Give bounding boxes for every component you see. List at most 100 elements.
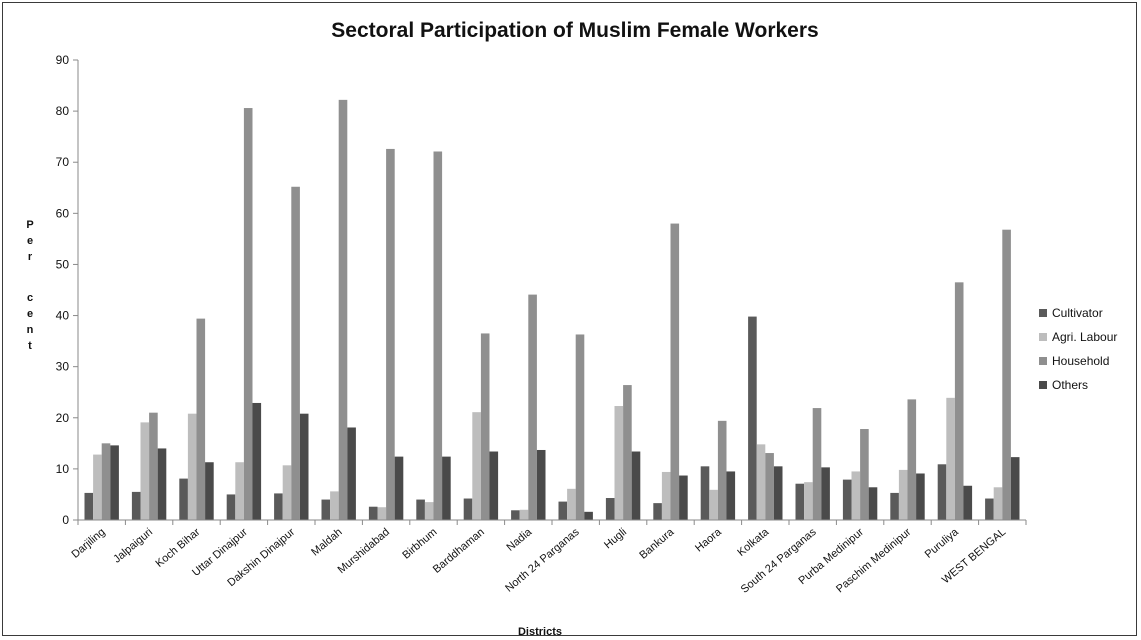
legend-label: Agri. Labour xyxy=(1052,330,1117,344)
bar-cultivator xyxy=(368,506,378,520)
bar-agri-labour xyxy=(946,397,955,520)
y-axis-title-letter: e xyxy=(27,308,33,320)
bar-cultivator xyxy=(937,464,947,520)
x-tick-label: Bankura xyxy=(637,526,677,562)
bar-others xyxy=(584,511,593,520)
bar-household xyxy=(765,453,774,520)
bar-others xyxy=(821,467,830,520)
bar-others xyxy=(110,445,119,520)
legend: Cultivator Agri. Labour Household Others xyxy=(1039,306,1117,392)
bar-agri-labour xyxy=(235,462,244,520)
bar-others xyxy=(726,471,736,520)
legend-swatch xyxy=(1039,333,1047,341)
bar-others xyxy=(631,451,641,520)
bar-agri-labour xyxy=(614,406,624,520)
bar-others xyxy=(252,402,262,520)
bar-agri-labour xyxy=(140,422,150,520)
bar-others xyxy=(489,451,499,520)
bar-cultivator xyxy=(274,493,283,520)
bar-cultivator xyxy=(605,498,615,520)
bars xyxy=(84,99,1020,521)
y-tick-label: 30 xyxy=(56,360,70,374)
chart-title: Sectoral Participation of Muslim Female … xyxy=(331,19,818,42)
legend-label: Others xyxy=(1052,378,1088,392)
bar-others xyxy=(679,475,688,520)
bar-agri-labour xyxy=(472,412,481,520)
bar-cultivator xyxy=(226,494,236,520)
bar-cultivator xyxy=(84,492,94,520)
bar-household xyxy=(433,151,443,521)
y-axis: 0 10 20 30 40 50 60 70 80 90 xyxy=(56,53,79,527)
bar-agri-labour xyxy=(519,509,529,520)
bar-household xyxy=(528,294,537,520)
bar-agri-labour xyxy=(567,488,576,520)
x-tick-label: Puruliya xyxy=(923,526,962,561)
bar-cultivator xyxy=(416,499,425,520)
bar-cultivator xyxy=(321,499,331,520)
bar-household xyxy=(860,429,869,520)
bar-agri-labour xyxy=(424,502,434,520)
bar-household xyxy=(954,282,964,520)
y-axis-title-letter: P xyxy=(26,219,33,231)
bar-household xyxy=(480,333,490,520)
bar-others xyxy=(536,449,546,520)
x-tick-label: Koch Bihar xyxy=(153,526,202,570)
bar-household xyxy=(101,443,111,520)
y-tick-label: 70 xyxy=(56,155,70,169)
legend-swatch xyxy=(1039,309,1047,317)
bar-cultivator xyxy=(131,491,141,520)
bar-cultivator xyxy=(748,316,757,520)
y-axis-title-letter: t xyxy=(28,340,32,352)
y-tick-label: 40 xyxy=(56,309,70,323)
bar-cultivator xyxy=(179,478,188,520)
x-tick-label: Jalpaiguri xyxy=(111,526,155,565)
bar-others xyxy=(347,427,356,520)
bar-agri-labour xyxy=(330,491,339,520)
bar-household xyxy=(196,318,206,520)
x-tick-label: Darjiling xyxy=(69,526,107,561)
bar-household xyxy=(717,420,727,520)
x-tick-label: Maldah xyxy=(309,526,344,558)
bar-household xyxy=(291,186,300,520)
bar-household xyxy=(243,108,253,520)
bar-agri-labour xyxy=(709,489,718,520)
bar-others xyxy=(299,413,309,520)
bar-cultivator xyxy=(653,503,662,520)
x-tick-label: Kolkata xyxy=(735,526,771,559)
bar-others xyxy=(205,462,214,520)
bar-agri-labour xyxy=(804,482,813,520)
x-tick-label: Barddhaman xyxy=(431,526,487,576)
bar-others xyxy=(1010,457,1020,520)
bar-agri-labour xyxy=(756,444,766,520)
y-axis-title-letter: n xyxy=(27,324,34,336)
bar-household xyxy=(670,223,680,520)
bar-household xyxy=(338,99,348,521)
bar-agri-labour xyxy=(993,487,1003,520)
y-tick-label: 10 xyxy=(56,462,70,476)
bar-cultivator xyxy=(890,492,899,520)
y-tick-label: 80 xyxy=(56,104,70,118)
bar-others xyxy=(916,473,925,520)
bar-cultivator xyxy=(842,479,852,520)
bar-household xyxy=(1002,229,1011,520)
bar-agri-labour xyxy=(93,454,102,520)
y-tick-label: 20 xyxy=(56,411,70,425)
bar-others xyxy=(963,485,973,520)
y-tick-label: 60 xyxy=(56,206,70,220)
y-axis-title-letter: e xyxy=(27,235,33,247)
legend-swatch xyxy=(1039,357,1047,365)
bar-agri-labour xyxy=(851,471,861,520)
x-tick-label: Birbhum xyxy=(400,526,439,562)
bar-household xyxy=(386,148,395,520)
x-axis-title: Districts xyxy=(518,626,562,638)
x-tick-label: Hugli xyxy=(602,526,629,551)
bar-household xyxy=(907,399,917,520)
y-axis-title-letter: r xyxy=(28,251,33,263)
bar-others xyxy=(868,487,878,520)
bar-cultivator xyxy=(511,510,520,520)
bar-others xyxy=(773,466,783,520)
legend-swatch xyxy=(1039,381,1047,389)
bar-household xyxy=(623,385,632,520)
y-tick-label: 90 xyxy=(56,53,70,67)
